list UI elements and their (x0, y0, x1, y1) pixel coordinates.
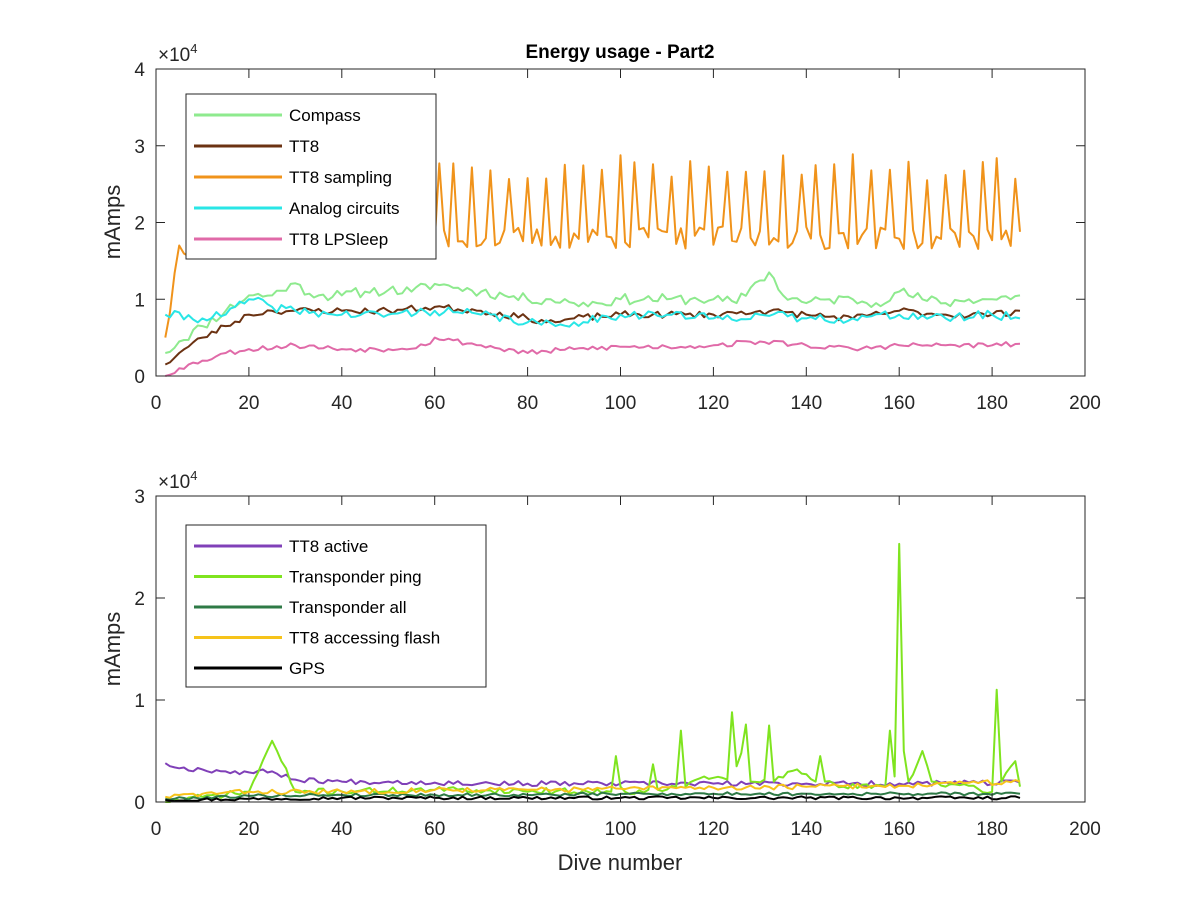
x-tick-label: 0 (151, 393, 162, 414)
legend-label: TT8 accessing flash (289, 629, 440, 648)
chart-energy-part2-top: Energy usage - Part2 0 20 40 60 80 100 120 140 1… (100, 41, 1101, 414)
y-ticks-bottom: 0 1 2 3 (134, 487, 1085, 814)
y-exponent-top: ×104 (158, 41, 197, 66)
series-line-4 (165, 795, 1021, 803)
x-tick-label: 180 (976, 819, 1008, 840)
series-line-4 (165, 336, 1021, 377)
y-tick-label: 1 (134, 691, 145, 712)
legend-label: GPS (289, 659, 325, 678)
x-tick-label: 20 (238, 819, 259, 840)
legend-top: Compass TT8 TT8 sampling Analog circuits TT8… (185, 93, 437, 260)
series-lines-bottom (164, 542, 1021, 803)
x-tick-label: 200 (1069, 393, 1101, 414)
x-ticks-bottom: 0 20 40 60 80 100 120 140 160 180 200 (151, 496, 1101, 840)
x-tick-label: 120 (698, 819, 730, 840)
series-line-3 (164, 296, 1021, 328)
x-tick-label: 100 (605, 819, 637, 840)
x-axis-label-bottom: Dive number (558, 850, 683, 875)
x-tick-label: 140 (790, 393, 822, 414)
series-line-3 (165, 779, 1021, 799)
y-tick-label: 2 (134, 589, 145, 610)
x-tick-label: 80 (517, 819, 538, 840)
y-axis-label-bottom: mAmps (100, 612, 125, 687)
x-tick-label: 80 (517, 393, 538, 414)
legend-label: Transponder ping (289, 568, 422, 587)
y-tick-label: 0 (134, 793, 145, 814)
x-tick-label: 60 (424, 393, 445, 414)
chart-energy-part2-bottom: 0 20 40 60 80 100 120 140 160 180 200 0 1 2 3 ×104 mA… (100, 468, 1101, 875)
x-tick-label: 180 (976, 393, 1008, 414)
series-line-2 (165, 791, 1021, 801)
x-tick-label: 40 (331, 819, 352, 840)
legend-bottom: TT8 active Transponder ping Transponder al… (185, 524, 487, 688)
x-tick-label: 0 (151, 819, 162, 840)
chart-title: Energy usage - Part2 (525, 42, 714, 63)
y-tick-label: 4 (134, 60, 145, 81)
x-tick-label: 160 (883, 393, 915, 414)
x-tick-label: 20 (238, 393, 259, 414)
y-tick-label: 3 (134, 137, 145, 158)
legend-label: TT8 LPSleep (289, 230, 388, 249)
x-ticks-top: 0 20 40 60 80 100 120 140 160 180 200 (151, 69, 1101, 414)
y-tick-label: 3 (134, 487, 145, 508)
legend-label: Compass (289, 106, 361, 125)
legend-label: Analog circuits (289, 199, 400, 218)
series-line-0 (165, 271, 1021, 354)
y-ticks-top: 0 1 2 3 4 (134, 60, 1085, 388)
y-tick-label: 0 (134, 367, 145, 388)
legend-label: TT8 active (289, 537, 368, 556)
x-tick-label: 120 (698, 393, 730, 414)
legend-label: TT8 (289, 137, 319, 156)
series-line-1 (164, 304, 1021, 366)
y-tick-label: 1 (134, 290, 145, 311)
x-tick-label: 100 (605, 393, 637, 414)
x-tick-label: 60 (424, 819, 445, 840)
x-tick-label: 160 (883, 819, 915, 840)
x-tick-label: 140 (790, 819, 822, 840)
legend-label: Transponder all (289, 598, 407, 617)
y-exponent-bottom: ×104 (158, 468, 197, 493)
y-axis-label-top: mAmps (100, 185, 125, 260)
y-tick-label: 2 (134, 214, 145, 235)
legend-label: TT8 sampling (289, 168, 392, 187)
x-tick-label: 40 (331, 393, 352, 414)
series-lines-top (164, 153, 1021, 377)
x-tick-label: 200 (1069, 819, 1101, 840)
